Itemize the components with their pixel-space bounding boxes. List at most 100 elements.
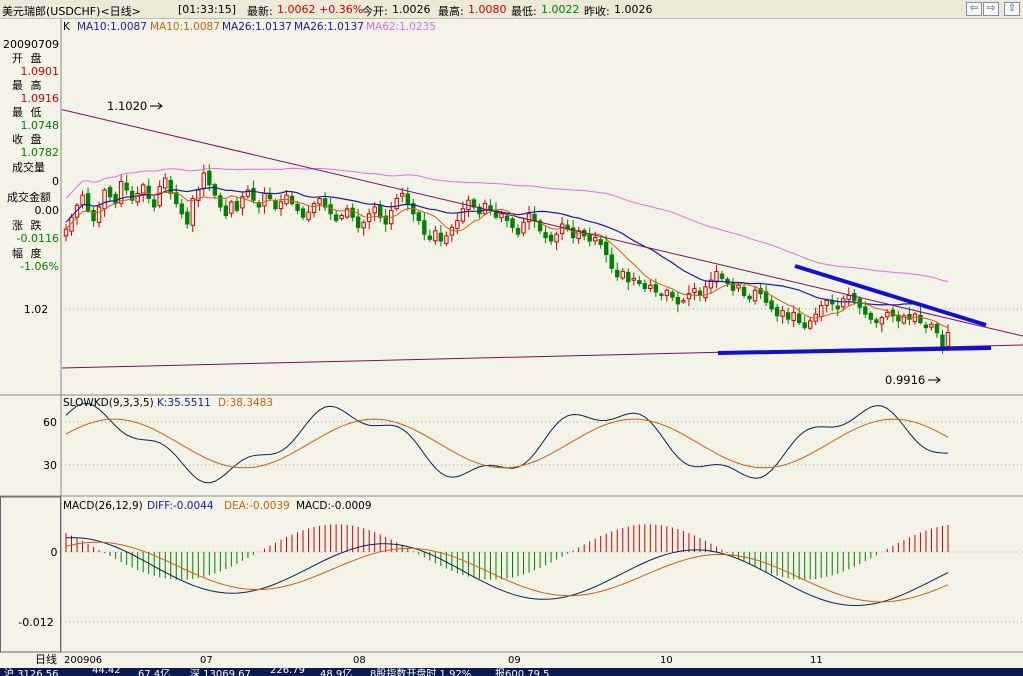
info-volume-label: 成交量	[12, 161, 45, 174]
candle-body	[570, 227, 576, 239]
candle-body	[317, 198, 322, 205]
candle-body	[113, 193, 118, 205]
candle-body	[543, 232, 548, 239]
candle-body	[692, 288, 697, 293]
candle-body	[449, 226, 455, 236]
bar-info-panel: 20090709 开 盘 1.0901 最 高 1.0916 最 低 1.074…	[0, 19, 61, 395]
info-open-value: 1.0901	[20, 65, 60, 78]
kd-d-line	[65, 418, 949, 469]
info-amount-value: 0.00	[34, 204, 60, 217]
panel-frames	[0, 19, 1023, 653]
candle-body	[559, 223, 565, 235]
drawn-resistance-line	[794, 264, 987, 327]
kd-tick-30: 30	[43, 459, 57, 472]
candle-body	[648, 284, 653, 289]
status-item: 8股指数开盘时 1.92%	[370, 669, 472, 676]
prevclose-value: 1.0026	[614, 3, 653, 16]
candle-body	[681, 300, 686, 303]
change-percent: +0.36%	[319, 3, 364, 16]
macd-legend-macd: MACD:-0.0009	[296, 500, 372, 512]
candle-body	[372, 206, 377, 214]
x-label-10: 10	[660, 655, 673, 666]
candle-body	[124, 182, 129, 191]
candle-body	[444, 235, 449, 244]
candle-body	[311, 203, 317, 214]
candle-body	[322, 198, 328, 208]
status-item: 深 13069.67	[190, 669, 251, 676]
prevclose-label: 昨收:	[584, 5, 610, 18]
candle-body	[714, 271, 719, 283]
legend-ma26b: MA26:1.0137	[294, 21, 364, 33]
candle-body	[262, 192, 267, 207]
candle-body	[201, 172, 207, 189]
ma-lines-group	[61, 109, 1023, 369]
ma26-line	[65, 186, 949, 315]
candle-body	[107, 187, 113, 198]
candle-body	[223, 205, 229, 216]
candle-body	[835, 305, 840, 310]
arrow-right-icon[interactable]: ⇨	[983, 2, 999, 16]
candle-body	[758, 288, 763, 295]
high-label: 最高:	[438, 5, 464, 18]
candle-body	[515, 228, 521, 235]
candle-body	[659, 293, 664, 296]
low-value: 1.0022	[541, 3, 580, 16]
macd-diff-line	[65, 537, 949, 607]
legend-ma26a: MA26:1.0137	[222, 21, 292, 33]
info-amount-label: 成交金额	[7, 191, 51, 204]
candle-body	[339, 215, 344, 220]
candle-body	[151, 199, 157, 208]
macd-legend-diff: DIFF:-0.0044	[147, 500, 214, 512]
annotation-arrows	[150, 102, 941, 384]
legend-ma10a: MA10:1.0087	[77, 21, 147, 33]
candle-body	[350, 207, 355, 218]
candle-body	[422, 220, 427, 235]
candle-body	[791, 311, 796, 322]
candle-body	[934, 323, 940, 334]
last-label: 最新:	[247, 5, 273, 18]
low-label: 最低:	[511, 5, 537, 18]
candle-body	[945, 331, 951, 347]
candle-body	[526, 213, 532, 223]
quote-header-bar: 美元瑞郎(USDCHF)<日线> [01:33:15] 最新: 1.0062 +…	[0, 0, 1023, 19]
info-low-label: 最 低	[12, 106, 44, 119]
candle-body	[703, 286, 708, 299]
x-label-08: 08	[353, 655, 366, 666]
market-status-bar: 沪 3126.56 44.42 67.4亿 深 13069.67 226.79 …	[0, 668, 1023, 676]
candle-body	[609, 254, 614, 269]
axis-ticks-group: 1.02 60 30 0 -0.012 日线 200906 07 08 09 1…	[18, 99, 925, 666]
candle-body	[774, 307, 780, 317]
candle-body	[273, 200, 278, 210]
arrow-left-icon[interactable]: ⇦	[966, 2, 982, 16]
info-pct-value: -1.06%	[20, 260, 59, 273]
x-label-07: 07	[200, 655, 213, 666]
candle-body	[670, 291, 675, 298]
candle-body	[212, 184, 218, 196]
macd-dea-line	[65, 541, 949, 603]
candle-body	[218, 195, 223, 208]
candle-body	[190, 198, 195, 226]
status-item: 报600.79.5	[495, 669, 550, 676]
arrow-up-icon[interactable]: ⇧	[1004, 2, 1020, 16]
candle-body	[830, 300, 835, 305]
candle-body	[118, 181, 124, 204]
candle-body	[631, 277, 636, 281]
candle-body	[747, 295, 752, 300]
resistance-trendline	[61, 109, 1023, 337]
grid-lines	[61, 308, 1023, 623]
candle-body	[940, 334, 945, 348]
candle-body	[554, 233, 559, 243]
candle-body	[510, 218, 515, 228]
high-annotation: 1.1020	[107, 99, 147, 113]
candle-body	[637, 280, 642, 285]
candle-body	[295, 203, 300, 211]
candle-body	[885, 311, 890, 318]
candle-body	[499, 213, 504, 219]
candle-body	[807, 320, 813, 329]
candle-body	[879, 317, 885, 325]
candle-body	[664, 289, 670, 297]
candle-body	[179, 203, 184, 215]
candle-body	[378, 204, 383, 218]
candle-body	[741, 286, 747, 296]
info-pct-label: 幅 度	[12, 247, 44, 260]
